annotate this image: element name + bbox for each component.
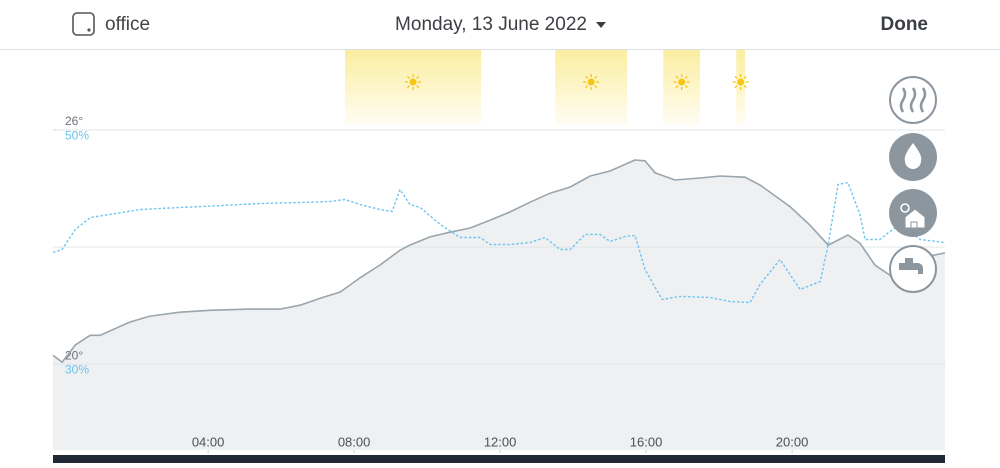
line	[52, 181, 946, 304]
x-tick-label: 20:00	[776, 434, 809, 449]
sun-ray	[675, 75, 679, 79]
humidity-toggle[interactable]	[889, 133, 937, 181]
sun-icon	[900, 203, 910, 213]
sun-ray	[684, 85, 688, 89]
device-name[interactable]: office	[105, 14, 150, 35]
drop-icon	[904, 143, 922, 169]
sun-ray	[594, 85, 598, 89]
line	[52, 159, 946, 364]
sun-ray	[406, 75, 410, 79]
x-tick-label: 04:00	[192, 434, 225, 449]
sun-symbol	[732, 74, 749, 90]
sun-symbol	[583, 74, 600, 90]
heat-icon	[899, 87, 927, 113]
header-bar	[0, 0, 1000, 49]
sun-ray	[734, 85, 738, 89]
sun-core	[587, 78, 595, 86]
sun-core	[678, 78, 686, 86]
done-button[interactable]: Done	[881, 14, 929, 35]
area	[53, 160, 945, 450]
sun-core	[409, 78, 417, 86]
sun-core	[737, 78, 745, 86]
sun-symbol	[673, 74, 690, 90]
sun-ray	[734, 75, 738, 79]
heating-toggle[interactable]	[889, 76, 937, 124]
sun-ray	[416, 75, 420, 79]
plot: 20°26°30%50%04:00 08:00 12:00 16:00 20:00	[52, 50, 946, 453]
device-icon[interactable]	[72, 12, 95, 36]
sun-ray	[416, 85, 420, 89]
outdoor-toggle[interactable]	[889, 189, 937, 237]
sun-ray	[585, 85, 589, 89]
bottom-bar	[53, 455, 945, 463]
device-icon-dot	[87, 28, 91, 32]
sun-symbol	[405, 74, 422, 90]
date-selector[interactable]: Monday, 13 June 2022	[395, 14, 587, 35]
x-tick-label: 12:00	[484, 434, 517, 449]
dropdown-caret[interactable]	[596, 22, 606, 28]
sun-ray	[594, 75, 598, 79]
tap-icon	[899, 258, 923, 274]
sun-ray	[406, 85, 410, 89]
x-tick-label: 08:00	[338, 434, 371, 449]
y2-tick-label: 30%	[65, 363, 89, 377]
sun-ray	[743, 85, 747, 89]
sun-ray	[684, 75, 688, 79]
sun-ray	[675, 85, 679, 89]
y-tick-label: 26°	[65, 114, 83, 128]
y2-tick-label: 50%	[65, 129, 89, 143]
water-toggle[interactable]	[889, 245, 937, 293]
x-tick-label: 16:00	[630, 434, 663, 449]
sun-ray	[743, 75, 747, 79]
house-icon	[904, 208, 926, 229]
sun-ray	[585, 75, 589, 79]
